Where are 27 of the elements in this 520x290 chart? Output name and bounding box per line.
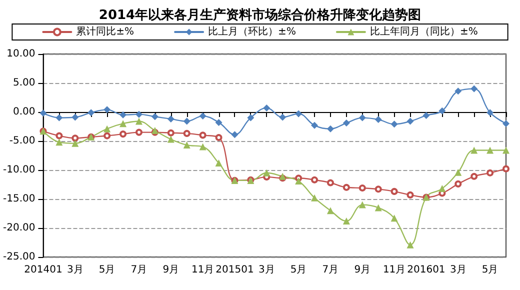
x-tick-label: 9月	[354, 264, 371, 276]
x-tick-label: 11月	[382, 264, 406, 276]
legend-label: 累计同比±%	[76, 26, 134, 38]
chart-title: 2014年以来各月生产资料市场综合价格升降变化趋势图	[98, 7, 422, 23]
y-tick-label: 0.00	[12, 106, 36, 118]
x-tick-label: 5月	[482, 264, 498, 276]
x-tick-label: 5月	[98, 264, 116, 276]
y-tick-label: -20.00	[2, 222, 36, 234]
x-tick-label: 201401	[24, 264, 62, 276]
y-tick-label: -15.00	[2, 194, 36, 204]
x-tick-label: 7月	[322, 264, 339, 276]
y-tick-label: 5.00	[12, 78, 36, 88]
legend-label: 比上年同月（同比）±%	[370, 26, 478, 38]
y-tick-label: -10.00	[2, 164, 36, 176]
x-tick-label: 7月	[130, 264, 148, 276]
x-tick-label: 5月	[290, 264, 307, 276]
y-tick-label: -25.00	[2, 252, 36, 262]
x-tick-label: 3月	[258, 264, 275, 276]
x-tick-label: 3月	[450, 264, 466, 276]
x-tick-label: 11月	[191, 264, 214, 276]
x-tick-label: 201501	[216, 264, 254, 276]
legend-label: 比上月（环比）±%	[208, 26, 296, 38]
y-tick-label: 10.00	[6, 48, 36, 60]
x-tick-label: 201601	[407, 264, 446, 276]
x-tick-label: 9月	[162, 264, 180, 276]
x-tick-label: 3月	[66, 264, 84, 276]
y-tick-label: -5.00	[9, 136, 36, 146]
